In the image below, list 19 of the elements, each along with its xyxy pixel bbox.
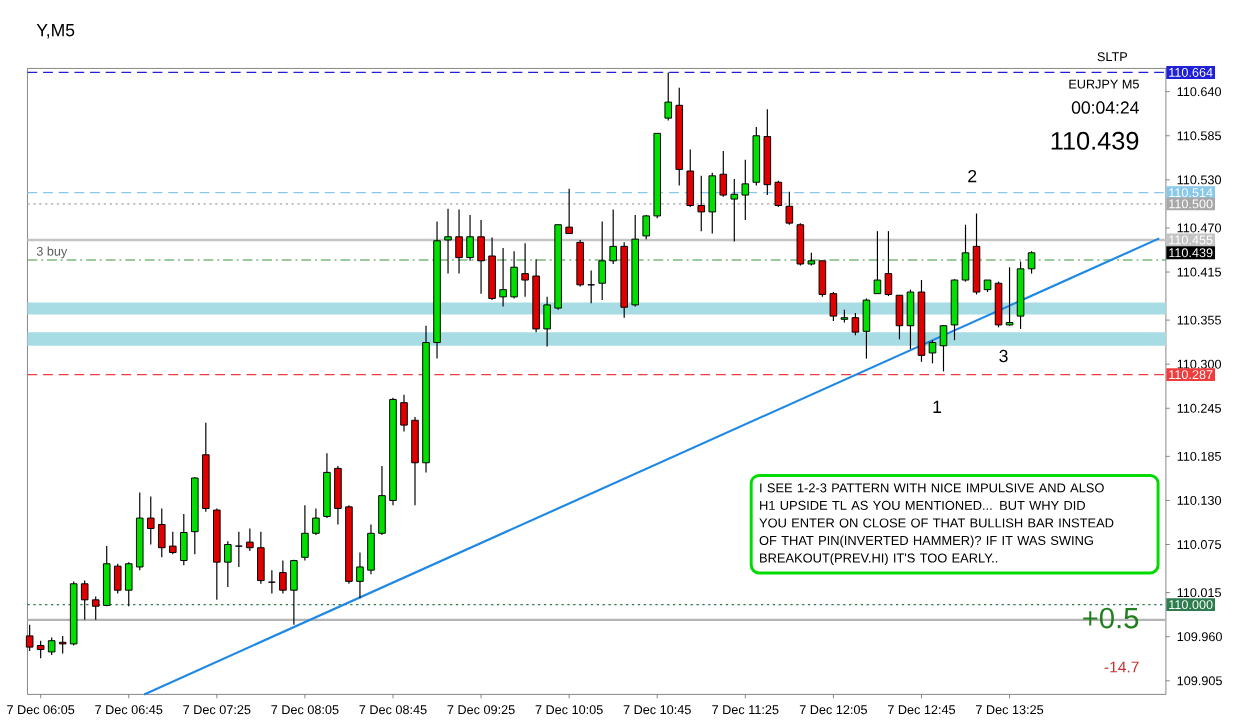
annotation: 00:04:24 <box>1071 101 1139 114</box>
chart-title: Y,M5 <box>36 23 75 39</box>
annotation: 2 <box>968 169 977 182</box>
candlestick <box>785 190 794 225</box>
candlestick <box>950 278 959 341</box>
annotation: 3 <box>999 349 1008 362</box>
annotation: +0.5 <box>1083 607 1139 629</box>
annotation: 1 <box>933 400 942 413</box>
candlestick <box>235 530 243 568</box>
candlestick <box>939 324 948 372</box>
candlestick <box>961 223 970 282</box>
candlestick <box>1005 266 1014 326</box>
candlestick <box>972 212 981 295</box>
candlestick <box>576 239 584 287</box>
candlestick <box>994 280 1003 328</box>
candlestick <box>895 294 904 340</box>
candlestick <box>906 288 915 350</box>
annotation: 110.439 <box>1051 131 1139 150</box>
candlestick <box>928 339 937 364</box>
